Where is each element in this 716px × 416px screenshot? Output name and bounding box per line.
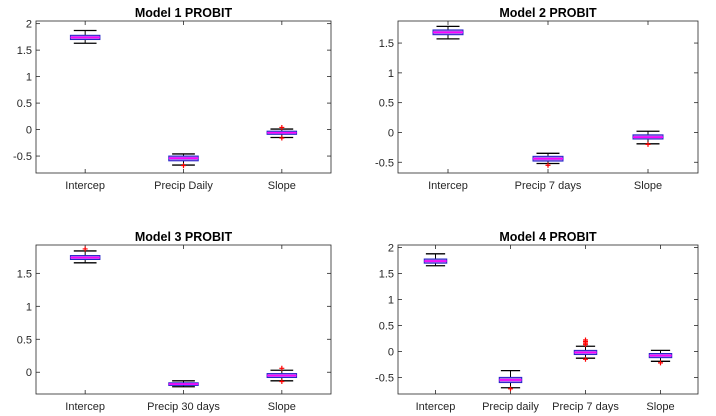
x-category-label: Intercep [65, 180, 105, 192]
outlier-point [658, 360, 663, 366]
x-category-label: Slope [268, 401, 296, 413]
outlier-point [82, 246, 88, 252]
box-3 [632, 130, 664, 147]
axes-frame [397, 244, 699, 395]
x-category-label: Intercep [65, 401, 105, 413]
subplot-4: Model 4 PROBIT -0.5 0 0.5 1 1.5 2 Intercep Preci… [375, 230, 699, 413]
x-category-label: Slope [646, 401, 674, 413]
box-3 [266, 365, 298, 384]
box-1 [423, 253, 448, 267]
y-tick-label: 0 [26, 125, 32, 137]
chart-title: Model 4 PROBIT [499, 230, 597, 244]
y-tick-label: 0 [388, 127, 394, 139]
subplot-3: Model 3 PROBIT 0 0.5 1 1.5 Intercep Precip 30 … [17, 230, 332, 413]
outlier-point [181, 163, 186, 169]
x-category-label: Intercep [428, 180, 468, 192]
box-1 [69, 29, 101, 44]
y-tick-label: 1.5 [17, 45, 32, 57]
y-tick-label: 2 [26, 19, 32, 31]
y-tick-label: -0.5 [13, 151, 32, 163]
box-1 [69, 246, 101, 264]
x-category-label: Precip daily [482, 401, 539, 413]
box-4 [648, 349, 673, 366]
box-2 [532, 152, 564, 168]
y-tick-label: 2 [388, 243, 394, 255]
outlier-point [583, 356, 588, 362]
subplot-2: Model 2 PROBIT -0.5 0 0.5 1 1.5 Intercep Precip… [375, 6, 699, 192]
subplot-1: Model 1 PROBIT -0.5 0 0.5 1 1.5 2 Intercep Preci… [13, 6, 332, 192]
outlier-point [279, 124, 285, 130]
chart-title: Model 1 PROBIT [135, 6, 233, 20]
axes-frame [397, 20, 699, 174]
outlier-point [279, 135, 285, 141]
outlier-point [545, 162, 551, 168]
x-category-label: Precip 7 days [515, 180, 582, 192]
y-tick-label: 0.5 [379, 98, 394, 110]
box-1 [432, 25, 464, 40]
y-tick-label: 0 [26, 367, 32, 379]
outlier-point [645, 141, 651, 147]
outlier-point [279, 365, 285, 371]
chart-title: Model 2 PROBIT [499, 6, 597, 20]
y-tick-label: 1.5 [379, 269, 394, 281]
y-tick-label: 0.5 [379, 320, 394, 332]
y-tick-label: 1 [388, 295, 394, 307]
y-tick-label: 1 [26, 301, 32, 313]
x-category-label: Slope [268, 180, 296, 192]
x-category-label: Intercep [416, 401, 456, 413]
outlier-point [279, 378, 285, 384]
box-2 [168, 380, 199, 388]
axes-frame [35, 244, 332, 395]
box-3 [266, 124, 298, 141]
y-tick-label: 1.5 [379, 38, 394, 50]
y-tick-label: 0.5 [17, 98, 32, 110]
x-category-label: Precip Daily [154, 180, 213, 192]
box-2 [498, 369, 523, 392]
y-tick-label: 0.5 [17, 334, 32, 346]
y-tick-label: -0.5 [375, 372, 394, 384]
box-3 [573, 337, 598, 362]
x-category-label: Precip 30 days [147, 401, 220, 413]
y-tick-label: 1 [388, 68, 394, 80]
y-tick-label: -0.5 [375, 157, 394, 169]
y-tick-label: 0 [388, 346, 394, 358]
outlier-point [508, 386, 513, 392]
x-category-label: Precip 7 days [552, 401, 619, 413]
outlier-point [583, 337, 588, 343]
chart-title: Model 3 PROBIT [135, 230, 233, 244]
y-tick-label: 1.5 [17, 268, 32, 280]
y-tick-label: 1 [26, 72, 32, 84]
x-category-label: Slope [634, 180, 662, 192]
box-2 [168, 153, 199, 169]
